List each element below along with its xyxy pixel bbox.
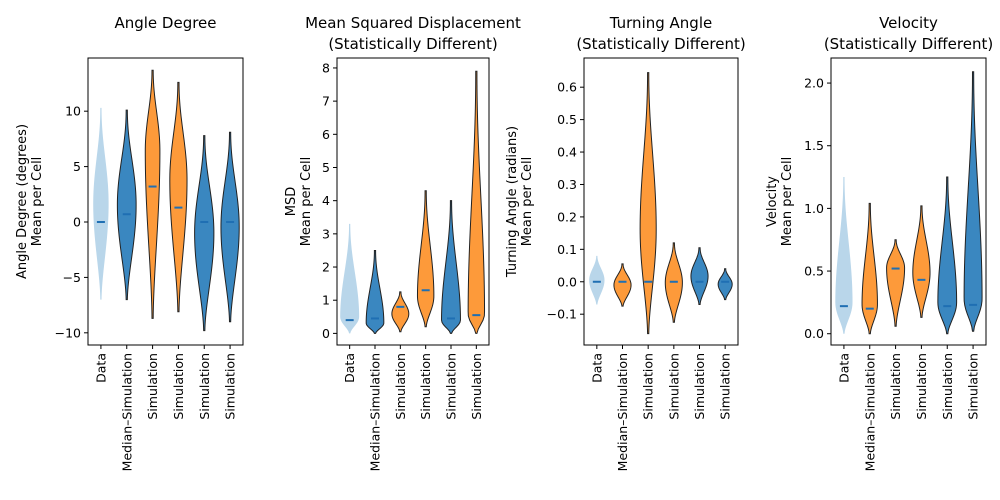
violin-1 (93, 107, 109, 300)
violin-2 (365, 249, 385, 334)
x-tick-label: Simulation (718, 353, 733, 420)
x-tick-label: Simulation (444, 353, 459, 420)
violin-2 (116, 109, 137, 301)
x-tick-label: Simulation (940, 353, 955, 420)
x-tick-label: Data (836, 353, 851, 383)
violin-2 (861, 202, 878, 335)
violin-3 (391, 291, 410, 333)
chart-title: (Statistically Different) (576, 35, 745, 53)
y-tick-label: 0 (73, 215, 81, 230)
y-tick-label: 4 (322, 193, 330, 208)
y-tick-label: −0.1 (547, 307, 577, 322)
axes-frame (583, 57, 739, 346)
violin-3 (144, 69, 161, 319)
x-tick-label: Median–Simulation (615, 353, 630, 471)
y-tick-label: 10 (65, 104, 81, 119)
chart-title: Velocity (879, 14, 938, 32)
panel-1: Data Median–Simulation Simulation Simulatio… (15, 14, 244, 471)
x-tick-label: Median–Simulation (862, 353, 877, 471)
y-tick-label: 5 (73, 159, 81, 174)
chart-title: Turning Angle (609, 14, 712, 32)
chart-title: Mean Squared Displacement (305, 14, 521, 32)
x-tick-label: Simulation (666, 353, 681, 420)
x-tick-label: Simulation (641, 353, 656, 420)
violin-6 (467, 70, 486, 334)
y-tick-label: 0.3 (557, 177, 577, 192)
y-tick-label: 0.0 (557, 274, 577, 289)
y-tick-label: 0.5 (557, 112, 577, 127)
y-tick-label: 5 (322, 160, 330, 175)
x-tick-label: Simulation (692, 353, 707, 420)
y-tick-label: 0.1 (557, 242, 577, 257)
y-tick-label: 2 (322, 260, 330, 275)
y-tick-label: 0.0 (804, 326, 824, 341)
y-axis-label: Mean per Cell (520, 157, 535, 247)
violin-5 (441, 200, 461, 334)
violin-4 (169, 81, 188, 313)
x-tick-label: Simulation (418, 353, 433, 420)
axes-frame (830, 57, 987, 346)
chart-title: (Statistically Different) (328, 35, 497, 53)
x-tick-label: Median–Simulation (119, 353, 134, 471)
x-tick-label: Simulation (223, 353, 238, 420)
y-tick-label: 2.0 (804, 76, 824, 91)
x-tick-label: Data (93, 353, 108, 383)
y-tick-label: 0 (322, 326, 330, 341)
y-tick-label: 1.0 (804, 201, 824, 216)
y-tick-label: 3 (322, 226, 330, 241)
violin-5 (194, 135, 215, 332)
x-tick-label: Simulation (469, 353, 484, 420)
x-tick-label: Simulation (171, 353, 186, 420)
y-axis-label: Velocity (765, 176, 780, 227)
y-axis-label: Mean per Cell (299, 157, 314, 247)
y-tick-label: 6 (322, 127, 330, 142)
x-tick-label: Simulation (145, 353, 160, 420)
y-tick-label: 0.2 (557, 209, 577, 224)
violin-1 (340, 223, 360, 334)
y-tick-label: 8 (322, 60, 330, 75)
chart-title: (Statistically Different) (824, 35, 993, 53)
violin-4 (416, 190, 435, 328)
violin-3 (886, 239, 906, 327)
violin-5 (690, 247, 709, 305)
x-tick-label: Simulation (966, 353, 981, 420)
x-tick-label: Simulation (914, 353, 929, 420)
panel-3: Data Median–Simulation Simulation Simulatio… (505, 14, 746, 471)
violin-2 (613, 263, 632, 307)
y-axis-label: Turning Angle (radians) (505, 126, 520, 278)
violin-4 (912, 205, 931, 318)
violin-6 (717, 268, 733, 301)
x-tick-label: Median–Simulation (368, 353, 383, 471)
y-tick-label: −10 (55, 325, 81, 340)
violin-6 (220, 131, 240, 323)
x-tick-label: Simulation (393, 353, 408, 420)
x-tick-label: Simulation (888, 353, 903, 420)
y-axis-label: Angle Degree (degrees) (15, 124, 30, 279)
y-tick-label: 0.4 (557, 145, 577, 160)
axes-frame (87, 57, 244, 346)
y-tick-label: 1 (322, 293, 330, 308)
panel-2: Data Median–Simulation Simulation Simulatio… (284, 14, 521, 471)
x-tick-label: Data (589, 353, 604, 383)
y-tick-label: 0.5 (804, 264, 824, 279)
violin-6 (963, 71, 983, 332)
y-axis-label: Mean per Cell (780, 157, 795, 247)
violin-5 (937, 176, 958, 335)
axes-frame (336, 57, 490, 346)
x-tick-label: Simulation (197, 353, 212, 420)
violin-3 (639, 72, 657, 335)
y-tick-label: 1.5 (804, 138, 824, 153)
y-axis-label: Mean per Cell (30, 157, 45, 247)
violin-1 (589, 255, 605, 305)
y-tick-label: 7 (322, 94, 330, 109)
chart-title: Angle Degree (114, 14, 216, 32)
y-tick-label: 0.6 (557, 80, 577, 95)
y-tick-label: −5 (63, 270, 81, 285)
x-tick-label: Data (342, 353, 357, 383)
y-axis-label: MSD (284, 187, 299, 216)
violin-1 (835, 177, 853, 334)
panel-4: Data Median–Simulation Simulation Simulatio… (765, 14, 993, 471)
